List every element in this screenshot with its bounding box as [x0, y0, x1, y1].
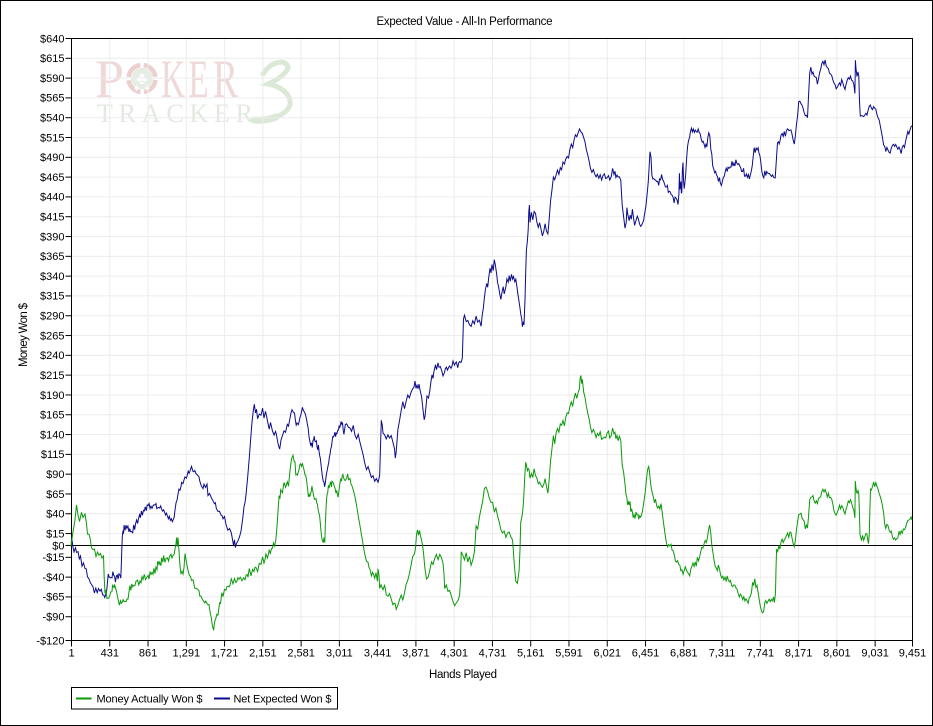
svg-text:8,601: 8,601 [823, 648, 851, 660]
svg-text:431: 431 [101, 648, 119, 660]
svg-text:$490: $490 [40, 152, 64, 164]
svg-text:Money Actually Won $: Money Actually Won $ [97, 694, 203, 706]
svg-text:5,591: 5,591 [555, 648, 583, 660]
svg-text:$615: $615 [40, 53, 64, 65]
svg-text:1,291: 1,291 [173, 648, 201, 660]
svg-text:R: R [213, 49, 238, 109]
svg-text:7,311: 7,311 [709, 648, 736, 660]
svg-text:$415: $415 [40, 212, 64, 224]
svg-text:$365: $365 [40, 251, 64, 263]
svg-text:$640: $640 [40, 33, 64, 45]
svg-text:$40: $40 [46, 509, 64, 521]
svg-text:♦: ♦ [134, 83, 139, 94]
svg-text:$165: $165 [40, 410, 64, 422]
svg-text:$290: $290 [40, 311, 64, 323]
svg-text:$215: $215 [40, 370, 64, 382]
svg-text:$590: $590 [40, 73, 64, 85]
svg-text:Expected Value - All-In Perfor: Expected Value - All-In Performance [377, 16, 553, 28]
svg-text:♦: ♦ [145, 83, 150, 94]
svg-text:$140: $140 [40, 429, 64, 441]
svg-text:$390: $390 [40, 231, 64, 243]
svg-text:3,871: 3,871 [402, 648, 430, 660]
svg-text:5,161: 5,161 [517, 648, 545, 660]
svg-text:2,581: 2,581 [287, 648, 315, 660]
svg-text:6,021: 6,021 [593, 648, 621, 660]
svg-text:861: 861 [139, 648, 157, 660]
svg-text:$265: $265 [40, 330, 64, 342]
svg-text:1,721: 1,721 [211, 648, 239, 660]
svg-text:9,451: 9,451 [899, 648, 927, 660]
svg-text:6,881: 6,881 [670, 648, 698, 660]
svg-text:$465: $465 [40, 172, 64, 184]
svg-text:$15: $15 [46, 528, 64, 540]
svg-text:6,451: 6,451 [632, 648, 660, 660]
svg-text:8,171: 8,171 [785, 648, 813, 660]
svg-text:3,441: 3,441 [364, 648, 392, 660]
svg-text:$540: $540 [40, 113, 64, 125]
svg-text:-$120: -$120 [36, 635, 64, 647]
svg-text:$0: $0 [52, 540, 64, 552]
svg-text:1: 1 [68, 648, 74, 660]
svg-text:-$65: -$65 [42, 592, 64, 604]
svg-text:-$15: -$15 [42, 552, 64, 564]
svg-text:-$90: -$90 [42, 612, 64, 624]
svg-text:4,301: 4,301 [440, 648, 468, 660]
svg-text:$115: $115 [41, 449, 65, 461]
svg-text:E: E [189, 49, 209, 109]
svg-text:$565: $565 [40, 93, 64, 105]
svg-text:3,011: 3,011 [326, 648, 353, 660]
svg-text:$515: $515 [40, 132, 64, 144]
svg-text:Money Won $: Money Won $ [18, 302, 30, 367]
svg-text:4,731: 4,731 [479, 648, 507, 660]
svg-text:$240: $240 [40, 350, 64, 362]
svg-text:Net Expected Won $: Net Expected Won $ [234, 694, 332, 706]
svg-text:Hands Played: Hands Played [429, 669, 497, 681]
svg-text:$90: $90 [46, 469, 64, 481]
svg-text:-$40: -$40 [42, 572, 64, 584]
svg-text:7,741: 7,741 [747, 648, 775, 660]
svg-text:$315: $315 [40, 291, 64, 303]
svg-text:$65: $65 [46, 489, 64, 501]
svg-text:$190: $190 [40, 390, 64, 402]
svg-text:K: K [161, 49, 185, 109]
svg-text:TRACKER: TRACKER [97, 99, 254, 128]
svg-text:$440: $440 [40, 192, 64, 204]
svg-text:2,151: 2,151 [249, 648, 277, 660]
svg-text:9,031: 9,031 [861, 648, 889, 660]
svg-text:$340: $340 [40, 271, 64, 283]
